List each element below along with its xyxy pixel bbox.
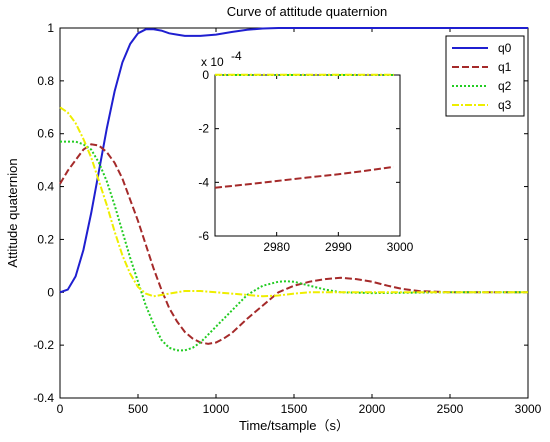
inset-y-tick-label: 0 (202, 68, 209, 82)
x-tick-label: 1500 (281, 402, 308, 416)
x-tick-label: 500 (128, 402, 148, 416)
legend: q0 q1 q2 q3 (445, 35, 525, 117)
inset-y-tick-label: -4 (198, 175, 209, 189)
y-tick-label: 0.4 (37, 180, 54, 194)
y-tick-label: 0 (47, 285, 54, 299)
inset-series-line-q1 (214, 165, 394, 189)
inset-x-tick-label: 2980 (263, 240, 290, 254)
x-tick-label: 2000 (359, 402, 386, 416)
legend-label-q1: q1 (498, 60, 512, 74)
series-line-q0 (59, 27, 528, 294)
x-tick-label: 0 (57, 402, 64, 416)
legend-box (445, 35, 525, 117)
x-tick-label: 1000 (203, 402, 230, 416)
legend-label-q0: q0 (498, 41, 512, 55)
y-tick-label: 1 (47, 21, 54, 35)
x-axis-label: Time/tsample（s） (239, 418, 349, 433)
inset-zoom-plot: 2980 2990 3000 -6 -4 -2 0x 10 -4 (198, 49, 413, 254)
inset-frame (214, 74, 401, 237)
inset-x-tick-label: 2990 (325, 240, 352, 254)
x-tick-label: 3000 (515, 402, 542, 416)
inset-y-tick-label: -2 (198, 122, 209, 136)
y-tick-label: 0.6 (37, 127, 54, 141)
y-axis-label: Attitude quaternion (5, 158, 20, 267)
y-tick-label: -0.4 (33, 391, 54, 405)
y-tick-label: -0.2 (33, 338, 54, 352)
x-tick-label: 2500 (437, 402, 464, 416)
y-tick-label: 0.8 (37, 74, 54, 88)
legend-label-q2: q2 (498, 79, 512, 93)
y-tick-label: 0.2 (37, 232, 54, 246)
legend-label-q3: q3 (498, 98, 512, 112)
series-line-q3 (59, 106, 528, 298)
chart-title: Curve of attitude quaternion (227, 4, 387, 19)
inset-exponent-power: -4 (231, 49, 242, 63)
inset-y-tick-label: -6 (198, 229, 209, 243)
main-series-group (59, 27, 528, 352)
inset-x-tick-label: 3000 (387, 240, 414, 254)
series-line-q2 (60, 140, 528, 352)
inset-exponent-label: x 10 (201, 55, 224, 69)
